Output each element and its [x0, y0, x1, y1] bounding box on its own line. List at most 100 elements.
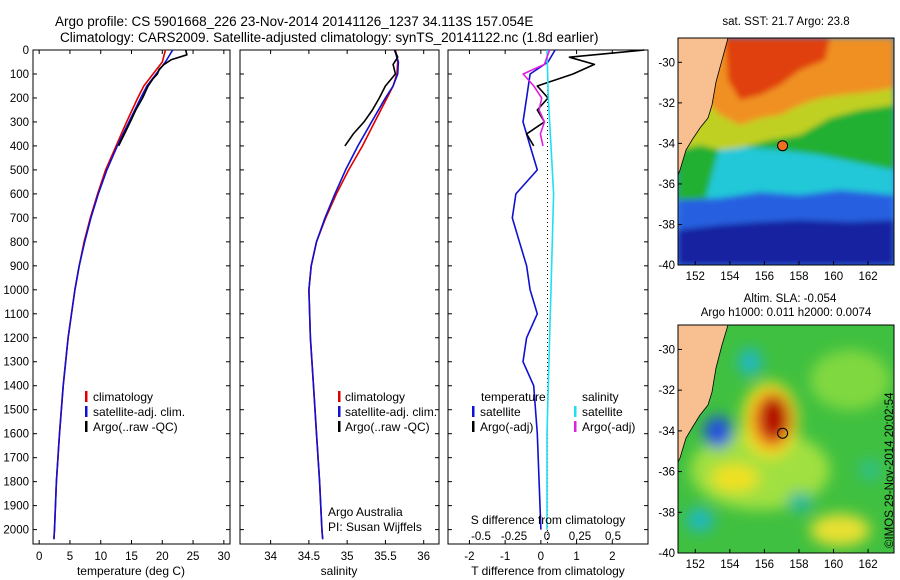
x-tick-label: 25	[187, 551, 200, 563]
top-tick-label: 0	[544, 531, 550, 543]
depth-tick-label: 500	[10, 165, 29, 177]
depth-tick-label: 1300	[3, 357, 29, 369]
top-tick-label: -0.25	[501, 531, 527, 543]
legend-label-argo: Argo(..raw -QC)	[345, 420, 430, 434]
map-lon-label: 158	[789, 559, 808, 571]
sla-dark-red-core	[760, 396, 788, 440]
depth-tick-label: 0	[23, 45, 29, 57]
depth-tick-label: 300	[10, 117, 29, 129]
series-line-t-argo-adj-	[525, 49, 645, 147]
argo-float-marker	[777, 427, 789, 439]
depth-tick-label: 1000	[3, 285, 29, 297]
temperature-legend: climatology satellite-adj. clim. Argo(..…	[85, 390, 185, 434]
map-lat-label: -40	[658, 548, 675, 560]
series-line-satellite-adj-clim-	[53, 49, 174, 540]
legend-label-satellite: satellite-adj. clim.	[93, 405, 185, 419]
depth-tick-label: 1800	[3, 477, 29, 489]
sla-cyan-eddy	[686, 508, 714, 532]
series-line-t-satellite	[511, 49, 556, 530]
map-lon-label: 160	[824, 271, 843, 283]
legend-swatch-s-argo	[574, 421, 577, 432]
legend-title-temperature: temperature	[481, 390, 546, 404]
legend-swatch-argo	[85, 421, 88, 432]
map-lat-label: -36	[658, 467, 675, 479]
sst-map-ticks: 152 154 156 158 160 162 -30 -32 -34 -36 -38 -40	[658, 57, 877, 283]
sst-map-panel: sat. SST: 21.7 Argo: 23.8 152 154 156 158 16…	[658, 16, 895, 283]
legend-swatch-climatology	[85, 391, 88, 402]
difference-panel: -2 -1 0 1 2 -0.5 -0.25 0 0.25 0.5 T difference fr…	[447, 49, 649, 578]
x-tick-label: 20	[156, 551, 169, 563]
x-tick-label: 0	[36, 551, 42, 563]
map-lon-label: 158	[789, 271, 808, 283]
depth-tick-label: 200	[10, 93, 29, 105]
credit-pi: PI: Susan Wijffels	[328, 520, 422, 534]
x-tick-label: 1	[573, 551, 579, 563]
x-tick-label: 10	[94, 551, 107, 563]
x-tick-label: 30	[217, 551, 230, 563]
map-lon-label: 152	[686, 271, 705, 283]
map-lat-label: -38	[658, 507, 675, 519]
map-lon-label: 156	[755, 559, 774, 571]
depth-tick-label: 1700	[3, 453, 29, 465]
map-lon-label: 162	[858, 271, 877, 283]
sla-map-frame	[677, 324, 895, 554]
map-lon-label: 154	[720, 559, 740, 571]
depth-tick-label: 700	[10, 213, 29, 225]
credit-argo-australia: Argo Australia	[328, 505, 403, 519]
sla-field	[678, 325, 894, 553]
series-line-s-argo-adj-	[522, 49, 551, 147]
x-tick-label: 5	[67, 551, 73, 563]
legend-label-satellite: satellite-adj. clim.	[345, 405, 437, 419]
sst-map-frame	[677, 37, 895, 266]
sla-land	[678, 325, 729, 463]
map-lat-label: -34	[658, 138, 675, 150]
sla-light-green-patch	[810, 350, 890, 410]
temperature-panel: 0100200300400500600700800900100011001200…	[3, 45, 231, 578]
salinity-legend: climatology satellite-adj. clim. Argo(..…	[338, 390, 437, 434]
legend-swatch-climatology	[338, 391, 341, 402]
series-line-s-satellite	[546, 49, 555, 530]
depth-tick-label: 1600	[3, 429, 29, 441]
header-line-2: Climatology: CARS2009. Satellite-adjuste…	[60, 30, 599, 45]
sla-yellow-patch	[711, 464, 759, 492]
depth-tick-label: 1100	[4, 309, 29, 321]
series-line-satellite-adj-clim-	[308, 49, 400, 540]
legend-label-t-argo: Argo(-adj)	[480, 420, 533, 434]
depth-tick-label: 1500	[3, 405, 29, 417]
legend-label-s-argo: Argo(-adj)	[582, 420, 635, 434]
salinity-panel: 34 34.5 35 35.5 36 salinity climatology sate…	[239, 49, 440, 578]
header-line-1: Argo profile: CS 5901668_226 23-Nov-2014…	[55, 14, 533, 29]
imos-credit: ©IMOS 29-Nov-2014 20:02:54	[884, 392, 896, 548]
sla-cyan-eddy	[738, 348, 762, 376]
map-lat-label: -34	[658, 426, 675, 438]
map-lon-label: 160	[824, 559, 843, 571]
difference-axes	[447, 49, 649, 545]
map-lat-label: -38	[658, 219, 675, 231]
map-lat-label: -32	[658, 385, 675, 397]
difference-top-label: S difference from climatology	[471, 513, 626, 527]
legend-label-argo: Argo(..raw -QC)	[93, 420, 178, 434]
series-line-climatology	[308, 49, 399, 540]
sla-blue-eddy	[704, 416, 732, 448]
x-tick-label: 15	[125, 551, 138, 563]
sla-map-panel: Altim. SLA: -0.054 Argo h1000: 0.011 h20…	[658, 293, 895, 571]
legend-label-climatology: climatology	[93, 390, 153, 404]
depth-tick-label: 1900	[3, 501, 29, 513]
x-tick-label: 36	[417, 551, 430, 563]
temperature-axes	[32, 49, 231, 545]
series-line-argo-raw-qc-	[117, 49, 188, 147]
top-tick-label: 0.5	[605, 531, 621, 543]
difference-ticks: -2 -1 0 1 2 -0.5 -0.25 0 0.25 0.5	[448, 49, 648, 563]
legend-label-climatology: climatology	[345, 390, 405, 404]
top-tick-label: 0.25	[569, 531, 591, 543]
sst-field	[678, 38, 894, 265]
argo-float-marker	[777, 140, 789, 152]
temperature-ticks: 0100200300400500600700800900100011001200…	[3, 45, 230, 563]
map-lon-label: 162	[858, 559, 877, 571]
depth-tick-label: 400	[10, 141, 29, 153]
difference-xlabel: T difference from climatology	[471, 564, 625, 578]
legend-title-salinity: salinity	[582, 390, 619, 404]
top-tick-label: -0.5	[471, 531, 491, 543]
legend-swatch-satellite	[85, 406, 88, 417]
sla-cyan-eddy	[788, 492, 812, 512]
